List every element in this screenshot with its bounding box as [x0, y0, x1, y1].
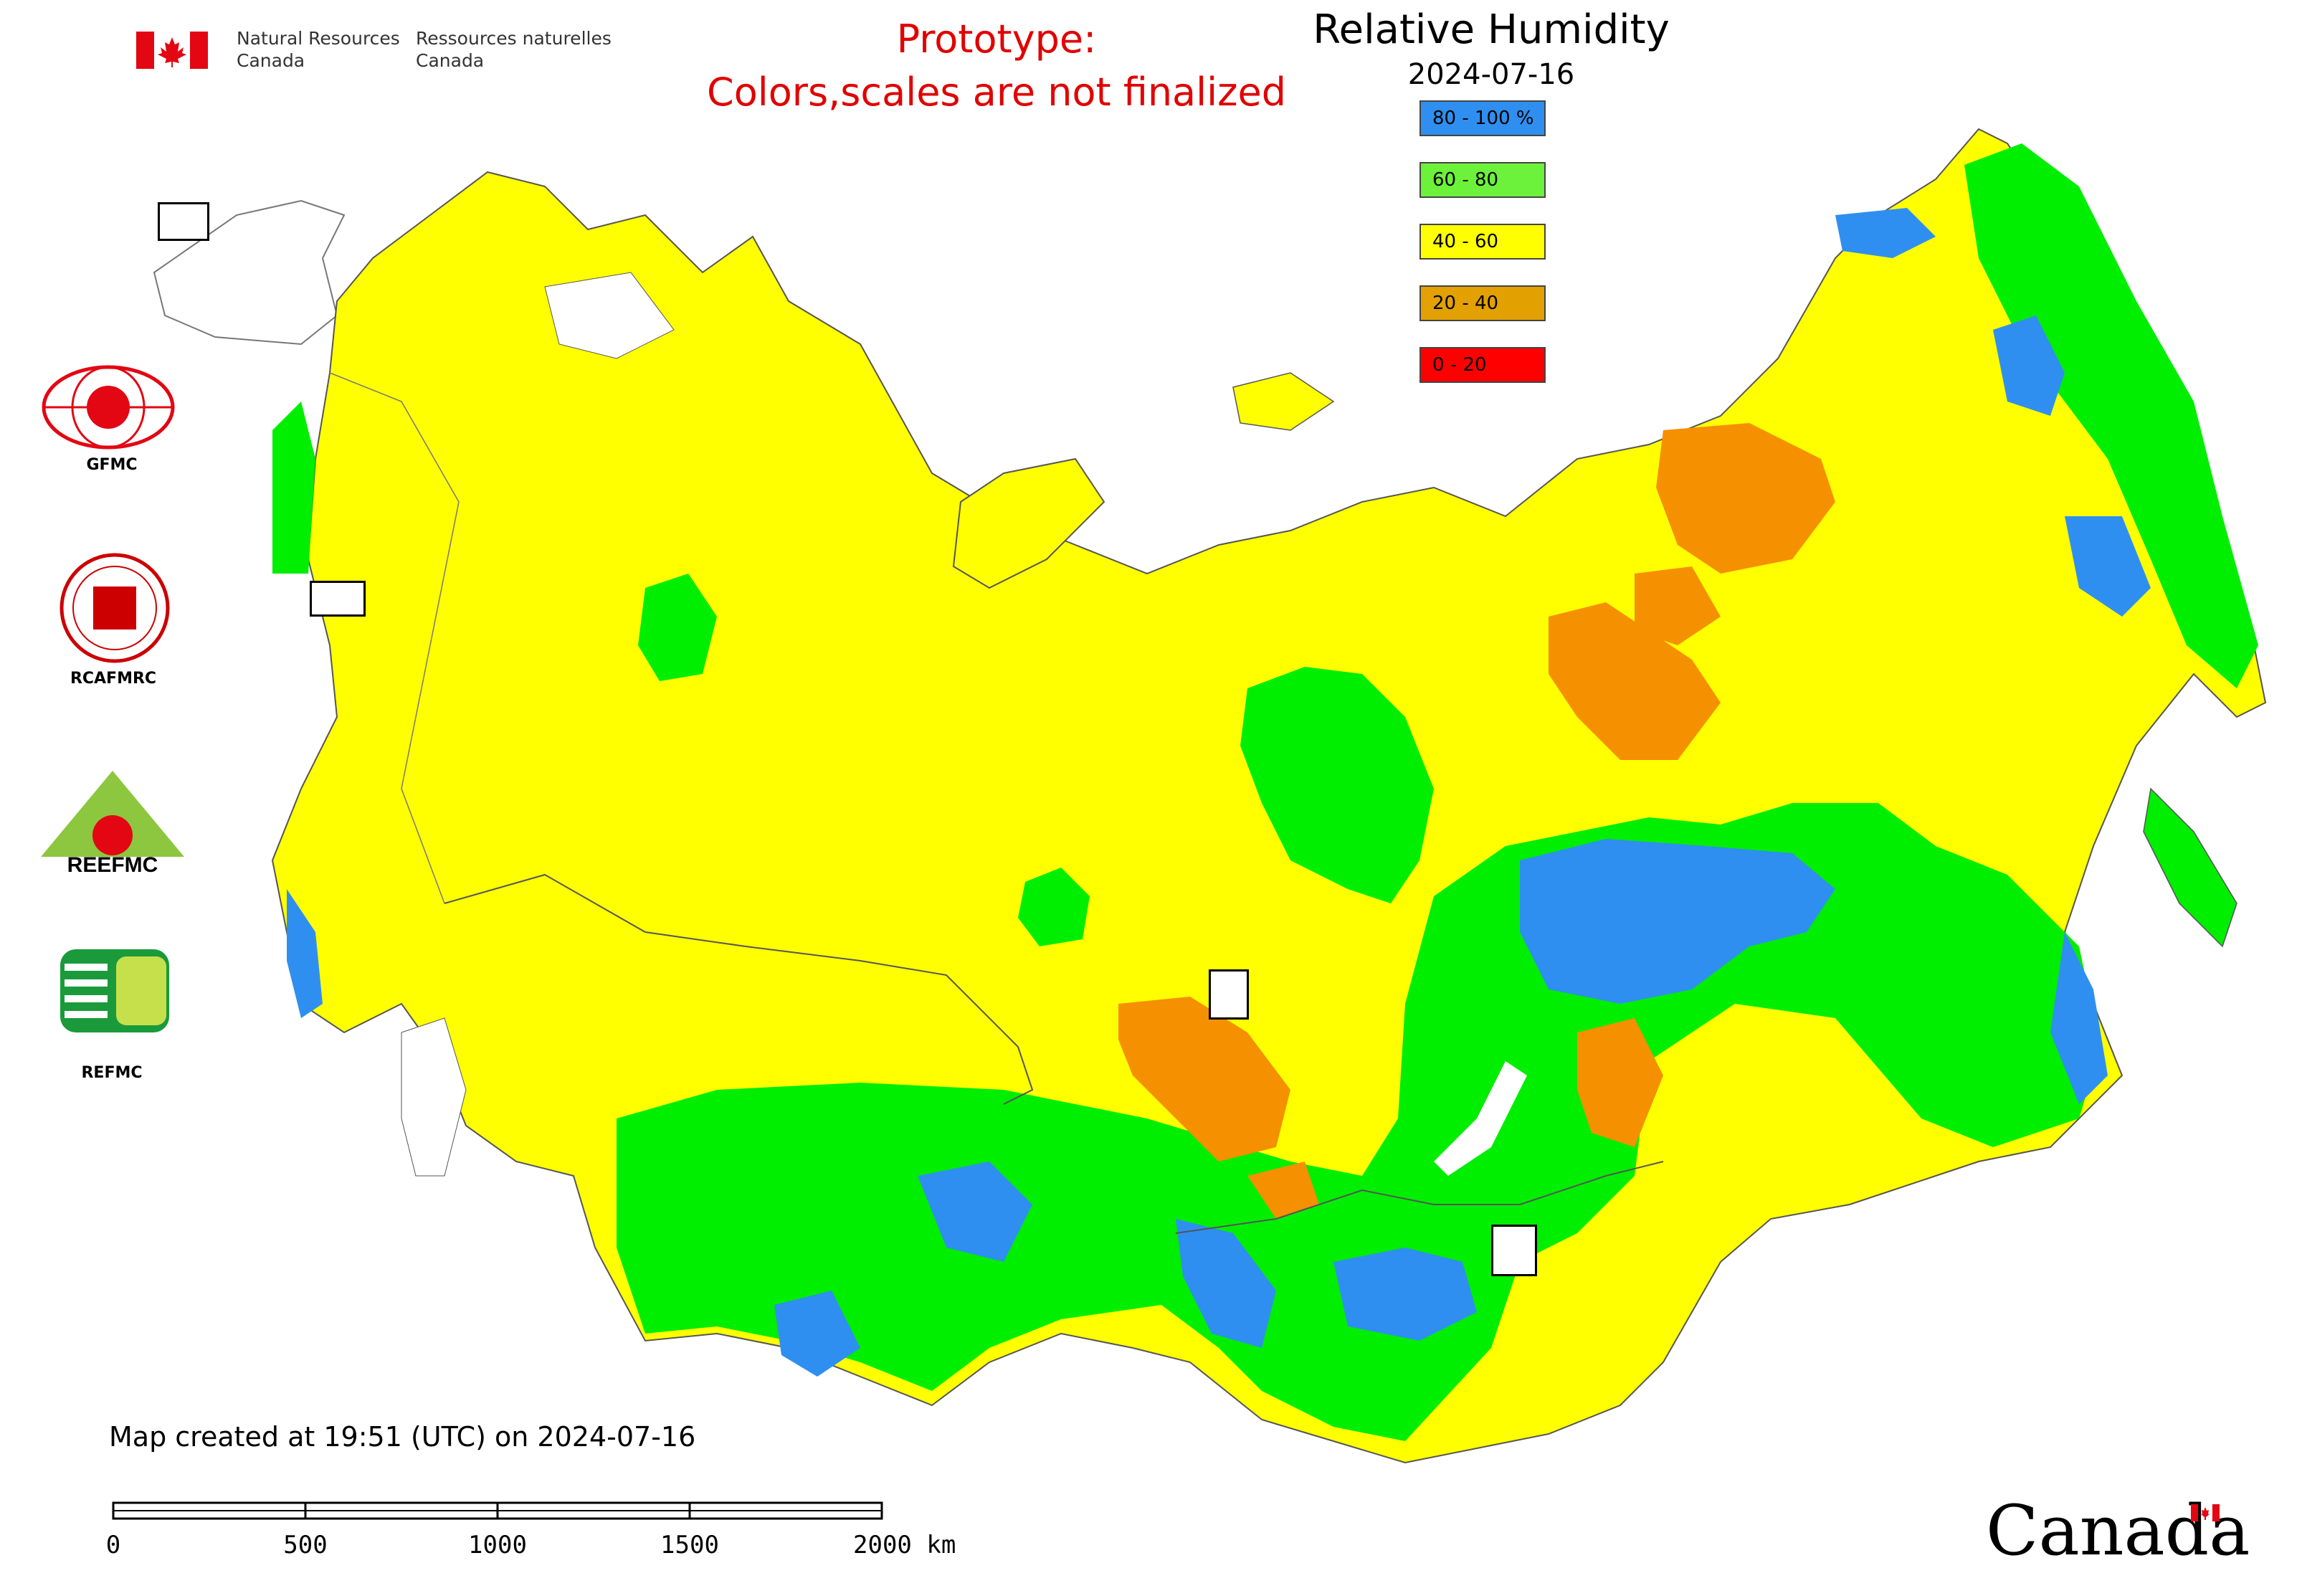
legend-item: 40 - 60 — [1419, 224, 1546, 260]
humidity-zone-green-central — [1240, 667, 1434, 903]
reefmc-marker-icon — [310, 581, 366, 617]
legend-label: 0 - 20 — [1432, 354, 1487, 376]
scale-tick-label: 1000 — [468, 1531, 527, 1559]
refmc-marker-icon — [1209, 969, 1249, 1020]
gfmc-logo-icon — [42, 365, 175, 450]
border-kazakhstan — [444, 873, 1034, 1105]
legend-item: 80 - 100 % — [1419, 100, 1546, 136]
reefmc-wordmark: REEFMC — [67, 853, 158, 875]
border-oblasts-west — [329, 372, 460, 904]
dryness-zone-orange-yakutia — [1549, 602, 1721, 760]
humidity-zone-blue-kamchatka-south — [2065, 516, 2151, 617]
humidity-zone-green-northeast — [1964, 143, 2258, 688]
agency-name-fr: Ressources naturelles Canada — [416, 27, 612, 72]
dryness-zone-orange-buryatia — [1577, 1018, 1663, 1147]
scale-tick-label: 2000 km — [853, 1531, 956, 1559]
refmc-logo-icon — [60, 949, 169, 1032]
dryness-zone-orange-krasnoyarsk — [1118, 997, 1290, 1162]
map-date: 2024-07-16 — [1407, 58, 1575, 91]
humidity-zone-blue-chukotka — [1835, 208, 1936, 258]
agency-name-en: Natural Resources Canada — [237, 27, 400, 72]
humidity-zone-blue-central-asia — [774, 1291, 860, 1377]
canada-wordmark: Canada — [1986, 1491, 2250, 1571]
humidity-zone-blue-transbaikal — [1520, 839, 1835, 1004]
agency-en-line1: Natural Resources — [237, 28, 400, 49]
refmc-label: REFMC — [81, 1064, 143, 1082]
border-mongolia — [1175, 1161, 1664, 1234]
rcafmrc-marker-icon — [1491, 1225, 1537, 1276]
dryness-zone-orange-yakutia-north — [1656, 423, 1835, 574]
map-created-note: Map created at 19:51 (UTC) on 2024-07-16 — [109, 1421, 696, 1453]
reefmc-logo-icon: REEFMC — [41, 771, 184, 875]
scale-tick-label: 0 — [106, 1531, 120, 1559]
scale-bar: 0 500 1000 1500 2000 km — [106, 1501, 956, 1559]
canada-wordmark-flag-icon — [2191, 1504, 2220, 1521]
legend-item: 0 - 20 — [1419, 347, 1546, 383]
legend-label: 80 - 100 % — [1432, 108, 1534, 129]
agency-fr-line1: Ressources naturelles — [416, 28, 612, 49]
dryness-zone-orange-tuva — [1247, 1162, 1319, 1219]
dryness-zone-orange-yakutia-mid — [1635, 566, 1721, 645]
novaya-zemlya — [952, 457, 1105, 589]
legend-label: 40 - 60 — [1432, 231, 1499, 252]
prototype-notice-line1: Prototype: — [896, 16, 1097, 62]
humidity-zone-green-urals — [638, 574, 717, 681]
rcafmrc-label: RCAFMRC — [70, 670, 157, 688]
humidity-zone-blue-kamchatka — [1993, 315, 2065, 416]
humidity-zone-green-west — [272, 402, 315, 574]
humidity-zone-green-spot — [1018, 868, 1090, 946]
map-title: Relative Humidity — [1313, 6, 1670, 53]
canada-flag-icon — [136, 32, 208, 69]
humidity-zone-blue-mongolia — [1333, 1248, 1477, 1341]
legend-item: 20 - 40 — [1419, 285, 1546, 321]
humidity-zone-blue-kazakh — [918, 1162, 1032, 1262]
humidity-zone-blue-black-sea — [287, 889, 323, 1018]
legend-label: 20 - 40 — [1432, 293, 1499, 314]
caspian-sea — [401, 1017, 467, 1177]
prototype-notice-line2: Colors,scales are not finalized — [707, 70, 1286, 115]
europe-outline — [153, 199, 346, 346]
taimyr-islands — [1232, 372, 1335, 431]
scale-tick-label: 500 — [283, 1531, 327, 1559]
rcafmrc-logo-icon — [60, 553, 170, 663]
white-sea — [544, 272, 675, 359]
humidity-zone-blue-altai — [1176, 1219, 1276, 1348]
humidity-zone-blue-far-east — [2050, 932, 2108, 1104]
sakhalin — [2143, 787, 2237, 948]
legend-label: 60 - 80 — [1432, 169, 1499, 191]
gfmc-marker-icon — [158, 202, 209, 241]
lake-baikal — [1434, 1061, 1527, 1176]
prototype-notice: Prototype: Colors,scales are not finaliz… — [674, 13, 1319, 119]
gfmc-label: GFMC — [86, 456, 138, 474]
scale-tick-label: 1500 — [660, 1531, 719, 1559]
agency-fr-line2: Canada — [416, 50, 485, 71]
agency-en-line2: Canada — [237, 50, 305, 71]
legend-item: 60 - 80 — [1419, 162, 1546, 198]
humidity-zone-green-south — [617, 803, 2101, 1441]
